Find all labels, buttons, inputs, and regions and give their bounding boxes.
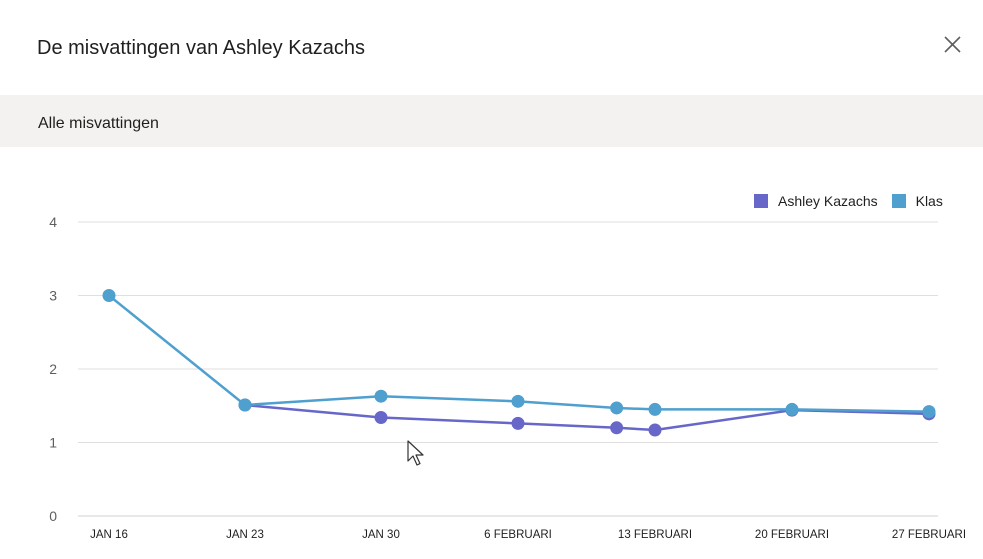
y-tick-label: 2: [49, 361, 57, 377]
data-point: [511, 394, 525, 408]
legend-swatch: [891, 194, 906, 208]
y-tick-label: 1: [49, 435, 57, 451]
chart-legend: Ashley Kazachs Klas: [754, 193, 943, 209]
x-tick-label: JAN 30: [362, 529, 400, 541]
legend-item-klas[interactable]: Klas: [891, 193, 943, 209]
legend-label: Ashley Kazachs: [778, 193, 878, 209]
data-point: [610, 401, 624, 415]
data-point: [102, 289, 116, 302]
y-tick-label: 0: [49, 508, 57, 524]
legend-item-ashley[interactable]: Ashley Kazachs: [754, 193, 878, 209]
y-tick-label: 3: [49, 288, 57, 304]
data-point: [374, 411, 388, 425]
x-tick-label: 13 FEBRUARI: [618, 529, 692, 541]
legend-swatch: [754, 194, 768, 208]
data-point: [785, 402, 799, 416]
filter-label[interactable]: Alle misvattingen: [38, 115, 159, 132]
data-point: [648, 402, 662, 416]
data-point: [648, 423, 662, 437]
misconceptions-chart: Ashley Kazachs Klas 0 1 2 3 4 JAN 16 JAN 23 JAN…: [0, 147, 983, 554]
series-line: [108, 294, 930, 413]
legend-label: Klas: [915, 193, 943, 209]
filter-bar: Alle misvattingen: [0, 95, 983, 147]
x-tick-label: JAN 16: [90, 529, 128, 541]
dialog-header: De misvattingen van Ashley Kazachs: [0, 0, 983, 95]
data-point: [922, 405, 936, 419]
x-tick-label: JAN 23: [226, 529, 264, 541]
data-point: [238, 398, 252, 412]
data-point: [374, 389, 388, 403]
y-tick-label: 4: [49, 214, 57, 230]
close-icon[interactable]: [938, 30, 968, 60]
x-tick-label: 20 FEBRUARI: [755, 529, 829, 541]
x-tick-label: 6 FEBRUARI: [484, 529, 552, 541]
data-point: [511, 416, 525, 430]
mouse-pointer-icon: [407, 440, 427, 473]
chart-svg: 0 1 2 3 4 JAN 16 JAN 23 JAN 30 6 FEBRUARI 13 FEBR…: [49, 214, 966, 541]
x-tick-label: 27 FEBRUARI: [892, 529, 966, 541]
data-point: [610, 421, 624, 435]
dialog-title: De misvattingen van Ashley Kazachs: [37, 37, 365, 59]
